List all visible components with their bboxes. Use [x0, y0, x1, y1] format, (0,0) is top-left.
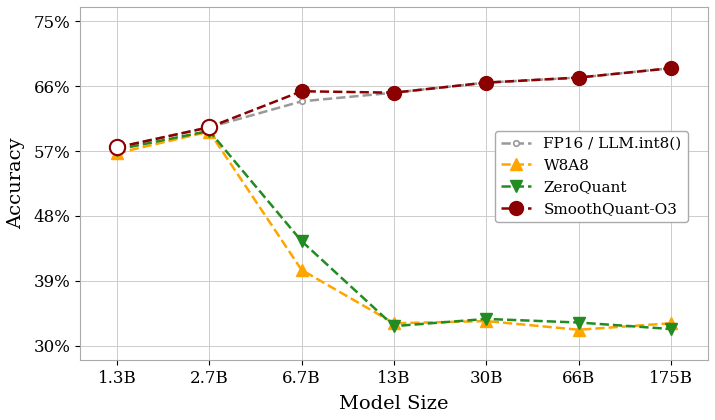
FP16 / LLM.int8() [574, 75, 583, 80]
ZeroQuant [297, 239, 306, 244]
W8A8 [112, 151, 121, 156]
FP16 / LLM.int8() [297, 99, 306, 104]
Line: FP16 / LLM.int8(): FP16 / LLM.int8() [114, 66, 674, 150]
SmoothQuant-O3 [112, 145, 121, 150]
SmoothQuant-O3 [297, 89, 306, 94]
FP16 / LLM.int8() [482, 80, 490, 85]
Y-axis label: Accuracy: Accuracy [7, 138, 25, 229]
Line: ZeroQuant: ZeroQuant [112, 125, 676, 335]
SmoothQuant-O3 [205, 125, 214, 130]
W8A8 [297, 268, 306, 273]
ZeroQuant [390, 324, 398, 329]
W8A8 [390, 321, 398, 326]
ZeroQuant [112, 147, 121, 152]
SmoothQuant-O3 [574, 75, 583, 80]
FP16 / LLM.int8() [390, 90, 398, 95]
W8A8 [482, 319, 490, 324]
Legend: FP16 / LLM.int8(), W8A8, ZeroQuant, SmoothQuant-O3: FP16 / LLM.int8(), W8A8, ZeroQuant, Smoo… [495, 131, 688, 222]
FP16 / LLM.int8() [205, 125, 214, 130]
SmoothQuant-O3 [390, 90, 398, 95]
FP16 / LLM.int8() [112, 145, 121, 150]
X-axis label: Model Size: Model Size [339, 395, 449, 413]
Line: W8A8: W8A8 [112, 126, 676, 335]
ZeroQuant [667, 326, 676, 331]
FP16 / LLM.int8() [667, 66, 676, 71]
W8A8 [667, 321, 676, 326]
SmoothQuant-O3 [482, 80, 490, 85]
W8A8 [205, 129, 214, 134]
ZeroQuant [482, 316, 490, 321]
SmoothQuant-O3 [667, 66, 676, 71]
W8A8 [574, 327, 583, 332]
ZeroQuant [205, 129, 214, 134]
Line: SmoothQuant-O3: SmoothQuant-O3 [110, 61, 678, 155]
ZeroQuant [574, 320, 583, 325]
